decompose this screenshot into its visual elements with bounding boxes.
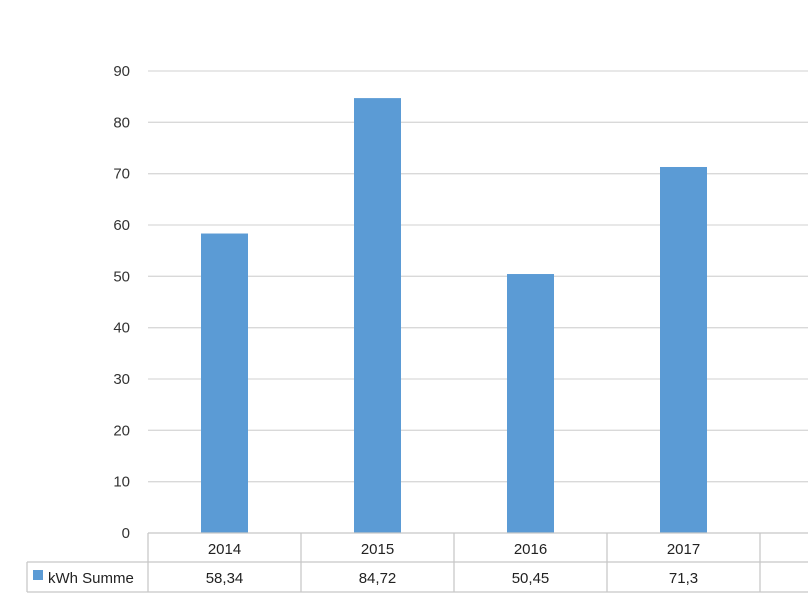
bar-2014 — [201, 233, 248, 533]
y-tick-label: 50 — [113, 268, 130, 285]
y-tick-label: 60 — [113, 217, 130, 234]
x-category-label: 2017 — [667, 541, 700, 558]
bar-2016 — [507, 274, 554, 533]
y-tick-label: 90 — [113, 63, 130, 80]
legend-series-name: kWh Summe — [48, 570, 134, 587]
y-tick-label: 10 — [113, 474, 130, 491]
x-category-label: 2014 — [208, 541, 241, 558]
gridlines — [148, 70, 808, 483]
data-table: 2014 58,34 2015 84,72 2016 50,45 2017 71,3 kWh S… — [26, 532, 808, 593]
bars — [201, 98, 707, 533]
y-tick-label: 20 — [113, 422, 130, 439]
y-tick-label: 70 — [113, 166, 130, 183]
y-tick-label: 80 — [113, 114, 130, 131]
y-axis-tick-labels: 0 10 20 30 40 50 60 70 80 90 — [113, 63, 130, 542]
y-tick-label: 40 — [113, 320, 130, 337]
data-table-value: 84,72 — [359, 570, 397, 587]
bar-2015 — [354, 98, 401, 533]
x-category-label: 2015 — [361, 541, 394, 558]
y-tick-label: 0 — [122, 525, 130, 542]
data-table-value: 71,3 — [669, 570, 698, 587]
bar-2017 — [660, 166, 707, 533]
legend-swatch — [33, 570, 43, 580]
y-tick-label: 30 — [113, 371, 130, 388]
data-table-value: 58,34 — [206, 570, 244, 587]
data-table-value: 50,45 — [512, 570, 550, 587]
x-category-label: 2016 — [514, 541, 547, 558]
